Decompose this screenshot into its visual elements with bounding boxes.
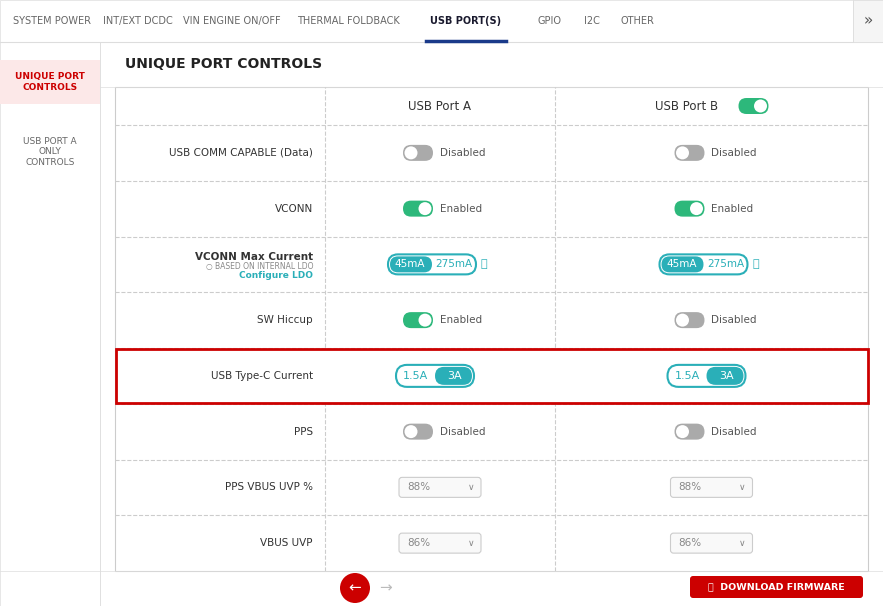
Text: PPS VBUS UVP %: PPS VBUS UVP %	[225, 482, 313, 492]
Text: USB Port A: USB Port A	[409, 99, 472, 113]
Text: SW Hiccup: SW Hiccup	[257, 315, 313, 325]
Text: 86%: 86%	[407, 538, 430, 548]
Text: UNIQUE PORT CONTROLS: UNIQUE PORT CONTROLS	[125, 58, 322, 72]
Circle shape	[404, 425, 418, 438]
FancyBboxPatch shape	[675, 424, 705, 439]
FancyBboxPatch shape	[403, 312, 433, 328]
Text: ⓘ: ⓘ	[480, 259, 487, 270]
Text: Disabled: Disabled	[712, 148, 757, 158]
Text: 3A: 3A	[719, 371, 733, 381]
FancyBboxPatch shape	[396, 365, 474, 387]
Text: Configure LDO: Configure LDO	[239, 271, 313, 280]
FancyBboxPatch shape	[675, 145, 705, 161]
Text: VCONN Max Current: VCONN Max Current	[195, 252, 313, 262]
Text: 45mA: 45mA	[395, 259, 426, 270]
Text: ∨: ∨	[468, 539, 474, 548]
Text: Enabled: Enabled	[440, 204, 482, 214]
FancyBboxPatch shape	[388, 255, 476, 275]
FancyBboxPatch shape	[660, 255, 748, 275]
Circle shape	[676, 425, 689, 438]
Text: 1.5A: 1.5A	[403, 371, 428, 381]
Text: ⤓  DOWNLOAD FIRMWARE: ⤓ DOWNLOAD FIRMWARE	[708, 582, 845, 591]
Text: SYSTEM POWER: SYSTEM POWER	[13, 16, 91, 26]
FancyBboxPatch shape	[403, 145, 433, 161]
FancyBboxPatch shape	[690, 576, 863, 598]
Bar	[116, 348, 867, 403]
Text: ○ BASED ON INTERNAL LDO: ○ BASED ON INTERNAL LDO	[206, 262, 313, 271]
Text: 1.5A: 1.5A	[675, 371, 699, 381]
Circle shape	[419, 202, 432, 215]
FancyBboxPatch shape	[670, 478, 752, 498]
Text: ←: ←	[349, 581, 361, 596]
Text: INT/EXT DCDC: INT/EXT DCDC	[103, 16, 173, 26]
FancyBboxPatch shape	[399, 533, 481, 553]
Text: VBUS UVP: VBUS UVP	[260, 538, 313, 548]
Circle shape	[419, 314, 432, 327]
Circle shape	[754, 99, 767, 113]
Text: USB PORT A
ONLY
CONTROLS: USB PORT A ONLY CONTROLS	[23, 137, 77, 167]
FancyBboxPatch shape	[435, 367, 472, 385]
Text: ∨: ∨	[739, 483, 746, 492]
Text: 45mA: 45mA	[667, 259, 697, 270]
Text: ∨: ∨	[739, 539, 746, 548]
Circle shape	[404, 147, 418, 159]
Text: Disabled: Disabled	[712, 427, 757, 437]
Bar	[0, 0, 883, 42]
FancyBboxPatch shape	[668, 365, 745, 387]
Text: →: →	[379, 581, 391, 596]
Text: »: »	[864, 13, 872, 28]
Text: VCONN: VCONN	[275, 204, 313, 214]
Bar	[115, 87, 868, 571]
Text: I2C: I2C	[584, 16, 600, 26]
Text: USB COMM CAPABLE (Data): USB COMM CAPABLE (Data)	[170, 148, 313, 158]
Bar	[853, 0, 883, 42]
Text: 88%: 88%	[407, 482, 430, 492]
FancyBboxPatch shape	[403, 201, 433, 216]
Text: 275mA: 275mA	[435, 259, 472, 270]
FancyBboxPatch shape	[670, 533, 752, 553]
Text: USB PORT(S): USB PORT(S)	[430, 16, 502, 26]
Circle shape	[676, 147, 689, 159]
Text: 88%: 88%	[678, 482, 702, 492]
Text: USB Port B: USB Port B	[655, 99, 718, 113]
Text: THERMAL FOLDBACK: THERMAL FOLDBACK	[297, 16, 399, 26]
Circle shape	[690, 202, 703, 215]
FancyBboxPatch shape	[675, 312, 705, 328]
Text: Disabled: Disabled	[440, 427, 486, 437]
Text: UNIQUE PORT
CONTROLS: UNIQUE PORT CONTROLS	[15, 72, 85, 92]
FancyBboxPatch shape	[399, 478, 481, 498]
Text: 275mA: 275mA	[707, 259, 744, 270]
Text: Enabled: Enabled	[712, 204, 753, 214]
FancyBboxPatch shape	[403, 424, 433, 439]
Text: 86%: 86%	[678, 538, 702, 548]
Text: Disabled: Disabled	[440, 148, 486, 158]
Text: USB Type-C Current: USB Type-C Current	[211, 371, 313, 381]
Text: ∨: ∨	[468, 483, 474, 492]
Bar	[0, 60, 100, 104]
FancyBboxPatch shape	[390, 256, 432, 272]
Text: VIN ENGINE ON/OFF: VIN ENGINE ON/OFF	[183, 16, 281, 26]
Text: PPS: PPS	[294, 427, 313, 437]
FancyBboxPatch shape	[738, 98, 768, 114]
Text: Disabled: Disabled	[712, 315, 757, 325]
Circle shape	[340, 573, 370, 603]
Text: OTHER: OTHER	[620, 16, 654, 26]
FancyBboxPatch shape	[661, 256, 704, 272]
Text: GPIO: GPIO	[537, 16, 561, 26]
FancyBboxPatch shape	[675, 201, 705, 216]
Text: ⓘ: ⓘ	[752, 259, 758, 270]
FancyBboxPatch shape	[706, 367, 743, 385]
Circle shape	[676, 314, 689, 327]
Bar	[0, 42, 100, 606]
Text: 3A: 3A	[447, 371, 462, 381]
Text: Enabled: Enabled	[440, 315, 482, 325]
